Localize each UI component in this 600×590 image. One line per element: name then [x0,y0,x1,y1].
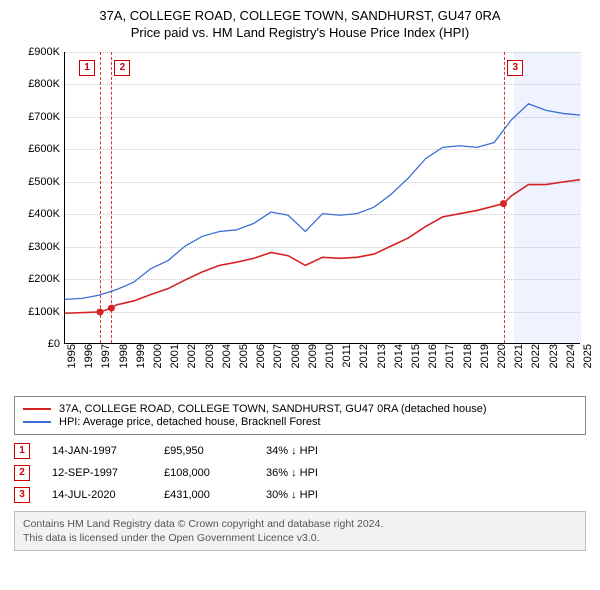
series-price_paid [65,180,580,314]
chart: £0 £100K £200K £300K £400K £500K £600K £700K £80… [14,48,586,388]
footer-line: This data is licensed under the Open Gov… [23,531,577,545]
event-price: £95,950 [164,445,244,457]
y-tick-label: £0 [14,338,60,350]
event-date: 14-JAN-1997 [52,445,142,457]
y-tick-label: £500K [14,176,60,188]
event-price: £431,000 [164,489,244,501]
y-tick-label: £400K [14,208,60,220]
legend: 37A, COLLEGE ROAD, COLLEGE TOWN, SANDHUR… [14,396,586,435]
plot-area [64,52,580,344]
event-marker-badge: 1 [79,60,95,76]
y-tick-label: £300K [14,241,60,253]
chart-titles: 37A, COLLEGE ROAD, COLLEGE TOWN, SANDHUR… [0,0,600,44]
y-tick-label: £200K [14,273,60,285]
legend-row: HPI: Average price, detached house, Brac… [23,416,577,428]
series-svg [65,52,580,343]
y-tick-label: £100K [14,306,60,318]
event-badge: 3 [14,487,30,503]
event-date: 14-JUL-2020 [52,489,142,501]
legend-row: 37A, COLLEGE ROAD, COLLEGE TOWN, SANDHUR… [23,403,577,415]
footer-line: Contains HM Land Registry data © Crown c… [23,517,577,531]
y-tick-label: £800K [14,78,60,90]
event-pct-vs-hpi: 30% ↓ HPI [266,489,318,501]
event-price: £108,000 [164,467,244,479]
legend-label: HPI: Average price, detached house, Brac… [59,416,321,428]
event-badge: 1 [14,443,30,459]
sale-dot [97,308,104,315]
x-tick-label: 2025 [582,344,600,368]
events-table: 1 14-JAN-1997 £95,950 34% ↓ HPI 2 12-SEP-1997… [14,443,586,503]
sale-dot [500,200,507,207]
event-pct-vs-hpi: 36% ↓ HPI [266,467,318,479]
legend-swatch [23,408,51,410]
event-pct-vs-hpi: 34% ↓ HPI [266,445,318,457]
event-badge: 2 [14,465,30,481]
y-tick-label: £700K [14,111,60,123]
event-marker-badge: 3 [507,60,523,76]
sale-dot [108,305,115,312]
attribution-footer: Contains HM Land Registry data © Crown c… [14,511,586,551]
legend-swatch [23,421,51,423]
event-marker-badge: 2 [114,60,130,76]
y-tick-label: £900K [14,46,60,58]
y-tick-label: £600K [14,143,60,155]
event-row: 1 14-JAN-1997 £95,950 34% ↓ HPI [14,443,586,459]
event-date: 12-SEP-1997 [52,467,142,479]
title-sub: Price paid vs. HM Land Registry's House … [10,25,590,40]
event-row: 3 14-JUL-2020 £431,000 30% ↓ HPI [14,487,586,503]
title-main: 37A, COLLEGE ROAD, COLLEGE TOWN, SANDHUR… [10,8,590,23]
legend-label: 37A, COLLEGE ROAD, COLLEGE TOWN, SANDHUR… [59,403,487,415]
event-row: 2 12-SEP-1997 £108,000 36% ↓ HPI [14,465,586,481]
